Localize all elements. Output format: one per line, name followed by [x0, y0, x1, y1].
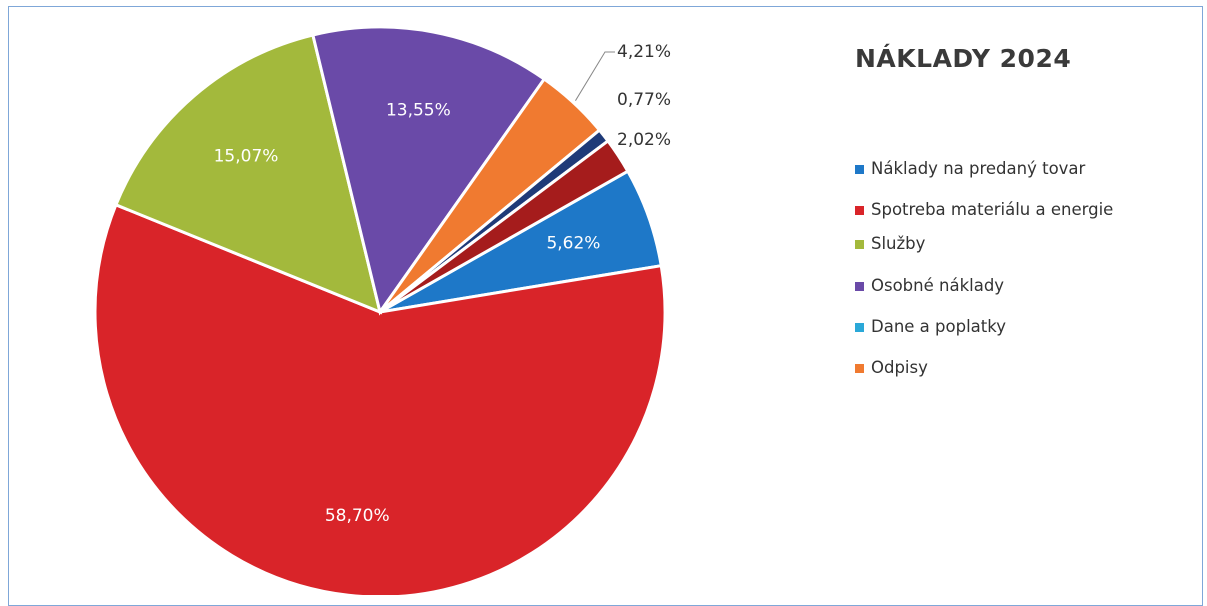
data-label: 5,62% — [546, 234, 600, 254]
legend-swatch — [855, 282, 864, 291]
legend-item: Osobné náklady — [855, 275, 1130, 296]
data-label: 58,70% — [325, 506, 390, 526]
legend-label: Dane a poplatky — [871, 317, 1006, 336]
data-label: 2,02% — [617, 130, 671, 150]
legend-item: Služby — [855, 233, 1130, 254]
pie-slice — [379, 138, 630, 314]
chart-title: NÁKLADY 2024 — [855, 44, 1072, 73]
legend-label: Náklady na predaný tovar — [871, 159, 1086, 178]
legend: Náklady na predaný tovar Spotreba materiá… — [855, 158, 1130, 378]
legend-swatch — [855, 165, 864, 174]
legend-swatch — [855, 364, 864, 373]
legend-item: Náklady na predaný tovar — [855, 158, 1130, 179]
data-label: 13,55% — [386, 100, 451, 120]
legend-item: Dane a poplatky — [855, 316, 1130, 337]
legend-item: Spotreba materiálu a energie — [855, 199, 1130, 220]
legend-swatch — [855, 206, 864, 215]
pie-slice — [113, 33, 383, 315]
legend-swatch — [855, 323, 864, 332]
legend-label: Služby — [871, 234, 926, 253]
pie-slice — [311, 25, 547, 316]
data-label: 4,21% — [617, 42, 671, 62]
legend-item: Odpisy — [855, 357, 1130, 378]
legend-swatch — [855, 240, 864, 249]
legend-label: Odpisy — [871, 358, 928, 377]
legend-label: Spotreba materiálu a energie — [871, 200, 1114, 219]
leader-line — [575, 51, 615, 101]
pie-slice — [93, 202, 667, 595]
data-label: 15,07% — [214, 147, 279, 167]
legend-label: Osobné náklady — [871, 276, 1005, 295]
data-label: 0,77% — [617, 90, 671, 110]
